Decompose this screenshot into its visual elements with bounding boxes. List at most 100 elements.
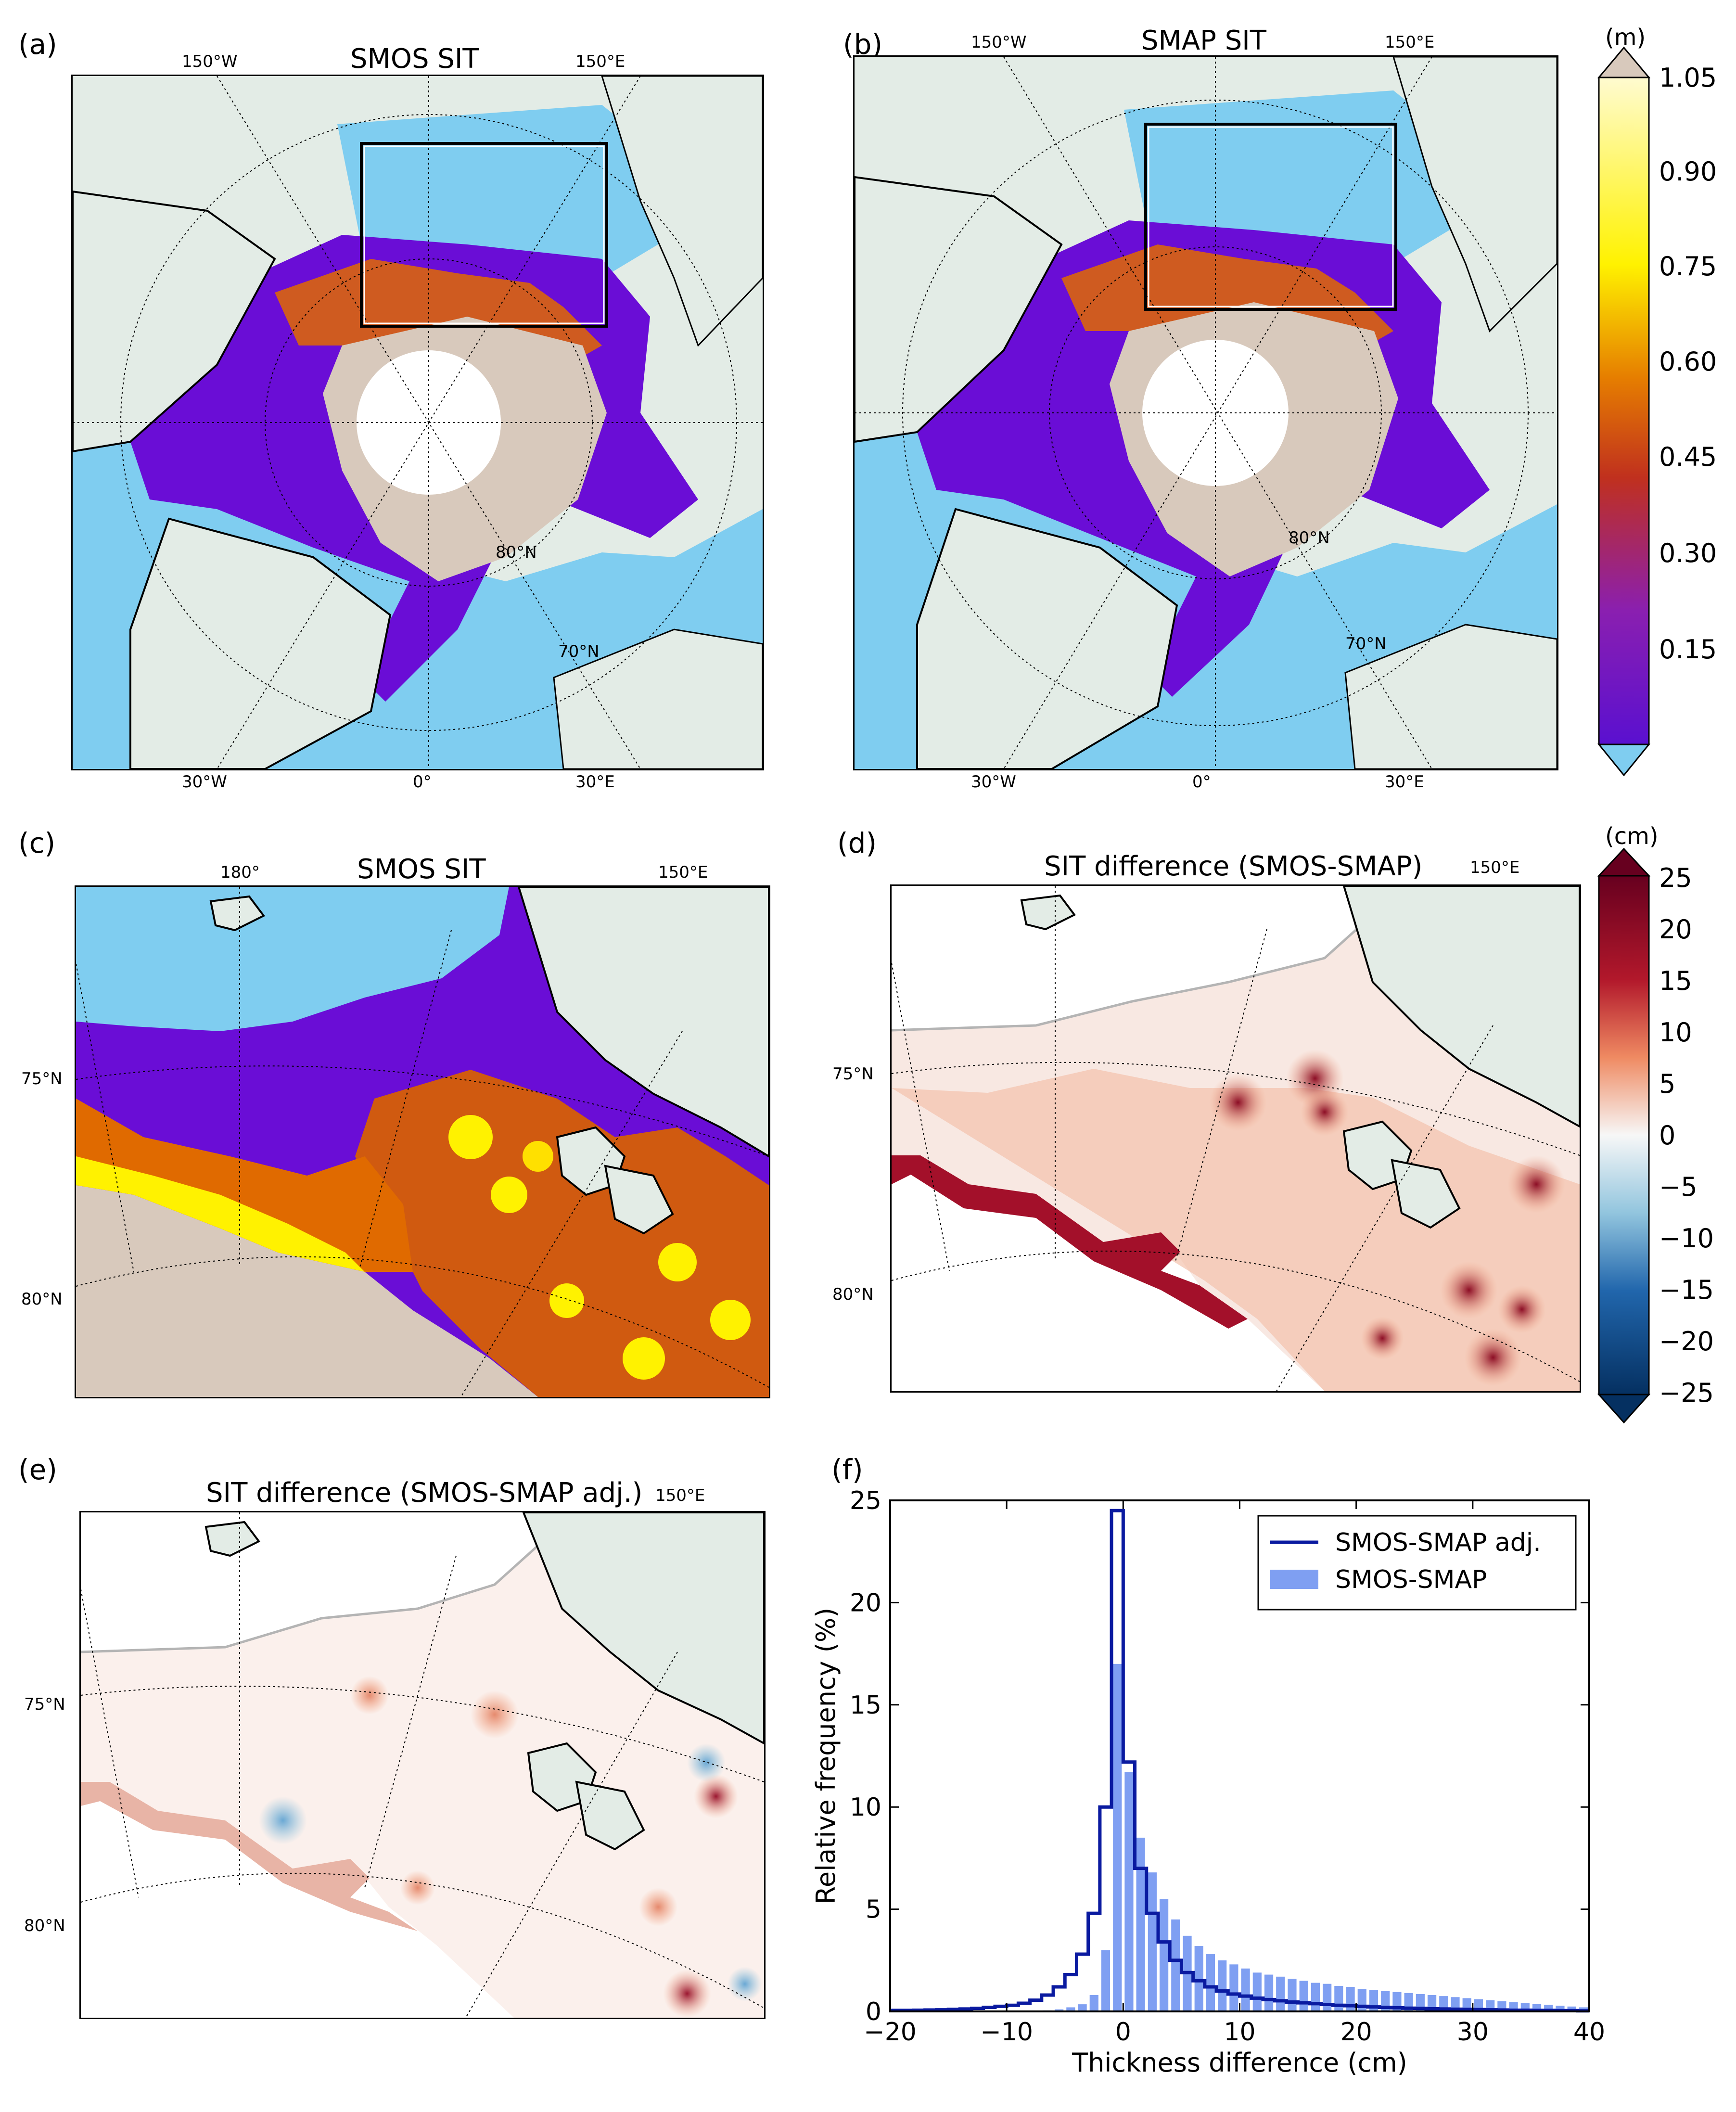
map-sit-difference <box>890 884 1581 1393</box>
lon-label-150w-b: 150°W <box>971 33 1027 52</box>
panel-title-a: SMOS SIT <box>350 43 479 75</box>
colorbar-diff-tick-10: 10 <box>1659 1017 1692 1048</box>
histogram-bar <box>1544 2005 1553 2011</box>
colorbar-diff-tick-0: 0 <box>1659 1120 1676 1151</box>
histogram-bar <box>1427 1995 1437 2011</box>
colorbar-diff-tick-25: 25 <box>1659 863 1692 893</box>
histogram-bar <box>1462 1998 1471 2011</box>
colorbar-diff-tick-5: 5 <box>1659 1069 1676 1099</box>
lon-label-30e-b: 30°E <box>1385 772 1424 792</box>
lat-label-75n-e: 75°N <box>24 1695 65 1714</box>
histogram-bar <box>1288 1979 1297 2011</box>
legend-swatch-smos-smap <box>1270 1570 1318 1589</box>
colorbar-sit-tick-0.60: 0.60 <box>1659 346 1717 377</box>
lat-label-75n-d: 75°N <box>832 1064 874 1084</box>
histogram-bar <box>1241 1968 1250 2011</box>
colorbar-diff-tick-m25: −25 <box>1659 1378 1714 1408</box>
histogram-bar <box>1392 1992 1402 2011</box>
y-tick-label: 20 <box>850 1588 881 1617</box>
colorbar-diff-unit: (cm) <box>1605 823 1659 850</box>
histogram-bar <box>1055 2009 1064 2011</box>
lon-label-150w-a: 150°W <box>182 52 238 71</box>
colorbar-diff-tick-20: 20 <box>1659 914 1692 945</box>
legend-label-adj: SMOS-SMAP adj. <box>1335 1528 1541 1557</box>
panel-title-b: SMAP SIT <box>1141 25 1267 56</box>
colorbar-sit <box>1597 46 1650 777</box>
panel-letter-a: (a) <box>18 28 57 61</box>
histogram-bar <box>1218 1960 1227 2011</box>
panel-letter-c: (c) <box>18 827 56 859</box>
histogram-bar <box>1579 2007 1588 2011</box>
histogram-x-axis-label: Thickness difference (cm) <box>1072 2048 1407 2078</box>
histogram-bar <box>1183 1935 1192 2011</box>
map-smos-sit-zoom <box>75 885 770 1398</box>
histogram-bar <box>1229 1964 1238 2011</box>
colorbar-sit-tick-0.30: 0.30 <box>1659 538 1717 568</box>
x-tick-label: −10 <box>980 2018 1033 2047</box>
colorbar-sit-tick-0.90: 0.90 <box>1659 156 1717 187</box>
lat-label-80n-c: 80°N <box>21 1290 63 1309</box>
colorbar-sit-tick-1.05: 1.05 <box>1659 63 1717 93</box>
histogram-bar <box>1556 2006 1565 2011</box>
y-tick-label: 25 <box>850 1486 881 1515</box>
histogram-bar <box>1381 1991 1390 2011</box>
legend-box <box>1257 1515 1577 1611</box>
y-tick-label: 0 <box>866 1997 881 2026</box>
histogram-bar <box>1509 2002 1518 2011</box>
histogram-bar <box>1078 2004 1087 2011</box>
x-tick-label: 20 <box>1340 2018 1372 2047</box>
histogram-bar <box>1323 1984 1332 2011</box>
lat-label-80n-a: 80°N <box>496 543 537 562</box>
histogram-bar <box>1159 1899 1169 2011</box>
histogram-bar <box>1066 2007 1075 2011</box>
lon-label-30e-a: 30°E <box>575 772 615 792</box>
histogram-bar <box>1474 1999 1483 2011</box>
lat-label-80n-d: 80°N <box>832 1285 874 1304</box>
x-tick-label: 0 <box>1115 2018 1131 2047</box>
histogram-bar <box>1567 2006 1576 2011</box>
histogram-bar <box>1439 1996 1448 2011</box>
histogram-bar <box>1252 1972 1262 2011</box>
lon-label-150e-d: 150°E <box>1470 858 1520 877</box>
lon-label-180-c: 180° <box>220 863 260 882</box>
legend-label-smos-smap: SMOS-SMAP <box>1335 1565 1487 1594</box>
histogram-bar <box>1124 1772 1134 2011</box>
lon-label-0-a: 0° <box>413 772 432 792</box>
histogram-legend: SMOS-SMAP adj. SMOS-SMAP <box>1257 1515 1577 1611</box>
histogram-bar <box>1148 1872 1157 2011</box>
colorbar-sit-tick-0.75: 0.75 <box>1659 251 1717 282</box>
lat-label-80n-b: 80°N <box>1289 528 1330 548</box>
colorbar-diff-tick-m20: −20 <box>1659 1326 1714 1357</box>
histogram-bar <box>1264 1974 1274 2011</box>
histogram-bar <box>1089 1995 1098 2011</box>
histogram-bar <box>1113 1664 1122 2011</box>
histogram-bar <box>1451 1997 1460 2011</box>
histogram-bar <box>1276 1976 1285 2011</box>
map-smap-sit-arctic <box>853 55 1558 770</box>
panel-title-e: SIT difference (SMOS-SMAP adj.) <box>206 1477 643 1509</box>
y-tick-label: 10 <box>850 1793 881 1822</box>
histogram-bar <box>1206 1954 1215 2011</box>
histogram-bar <box>1416 1994 1425 2011</box>
colorbar-diff-tick-m10: −10 <box>1659 1223 1714 1254</box>
histogram-y-ticks: 0 5 10 15 20 25 <box>850 1486 1589 2026</box>
lat-label-75n-c: 75°N <box>21 1069 63 1088</box>
histogram-bar <box>1299 1981 1308 2011</box>
x-tick-label: 40 <box>1573 2018 1605 2047</box>
panel-letter-b: (b) <box>843 28 883 61</box>
histogram-bar <box>1532 2004 1542 2011</box>
lon-label-150e-a: 150°E <box>575 52 625 71</box>
histogram-x-ticks: −20 −10 0 10 20 30 40 <box>864 1500 1605 2047</box>
colorbar-diff-tick-15: 15 <box>1659 966 1692 996</box>
histogram-bar <box>1171 1919 1180 2011</box>
histogram-step-smos-smap-adj <box>890 1509 1589 2013</box>
histogram-bar <box>1404 1993 1413 2011</box>
histogram-bar <box>1334 1985 1343 2011</box>
panel-letter-e: (e) <box>18 1453 57 1486</box>
colorbar-diff <box>1597 847 1650 1424</box>
lon-label-150e-c: 150°E <box>658 863 708 882</box>
lon-label-30w-b: 30°W <box>971 772 1016 792</box>
histogram-bar <box>1369 1990 1379 2011</box>
lat-label-70n-a: 70°N <box>558 642 600 661</box>
y-tick-label: 5 <box>866 1895 881 1924</box>
